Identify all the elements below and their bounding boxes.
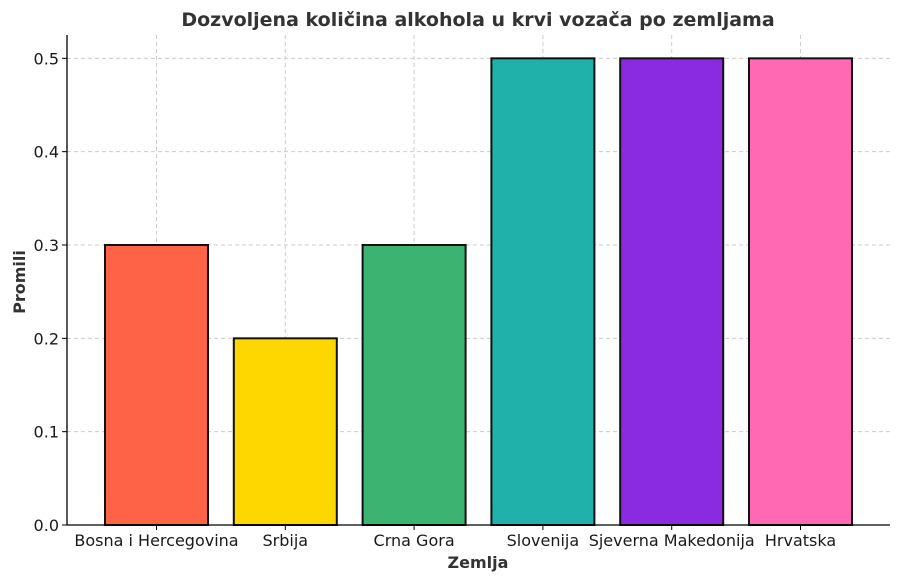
x-tick-label: Crna Gora	[374, 531, 455, 550]
y-axis-label: Promili	[10, 250, 29, 314]
bar-srbija	[232, 337, 338, 527]
x-tick-label: Hrvatska	[765, 531, 836, 550]
x-tick-label: Slovenija	[507, 531, 580, 550]
x-tick-labels: Bosna i Hercegovina Srbija Crna Gora Sloven…	[74, 531, 836, 550]
bar-hrvatska	[748, 57, 853, 526]
y-tick-label: 0.4	[34, 143, 59, 162]
x-axis-label: Zemlja	[448, 553, 509, 572]
chart-title: Dozvoljena količina alkohola u krvi voza…	[181, 9, 774, 31]
x-tick-label: Srbija	[263, 531, 309, 550]
bar-slovenija	[490, 57, 596, 526]
x-tick-label: Bosna i Hercegovina	[74, 531, 238, 550]
axes	[62, 35, 890, 530]
y-tick-label: 0.0	[34, 516, 59, 535]
y-tick-label: 0.1	[34, 423, 59, 442]
bar-crna-gora	[361, 244, 467, 526]
bar-sjeverna-makedonija	[619, 57, 725, 526]
y-tick-label: 0.3	[34, 236, 59, 255]
y-tick-label: 0.2	[34, 329, 59, 348]
x-tick-label: Sjeverna Makedonija	[589, 531, 755, 550]
bars	[104, 57, 853, 527]
y-tick-labels: 0.0 0.1 0.2 0.3 0.4 0.5	[34, 49, 59, 535]
y-tick-label: 0.5	[34, 49, 59, 68]
bar-bosna-i-hercegovina	[104, 244, 209, 526]
